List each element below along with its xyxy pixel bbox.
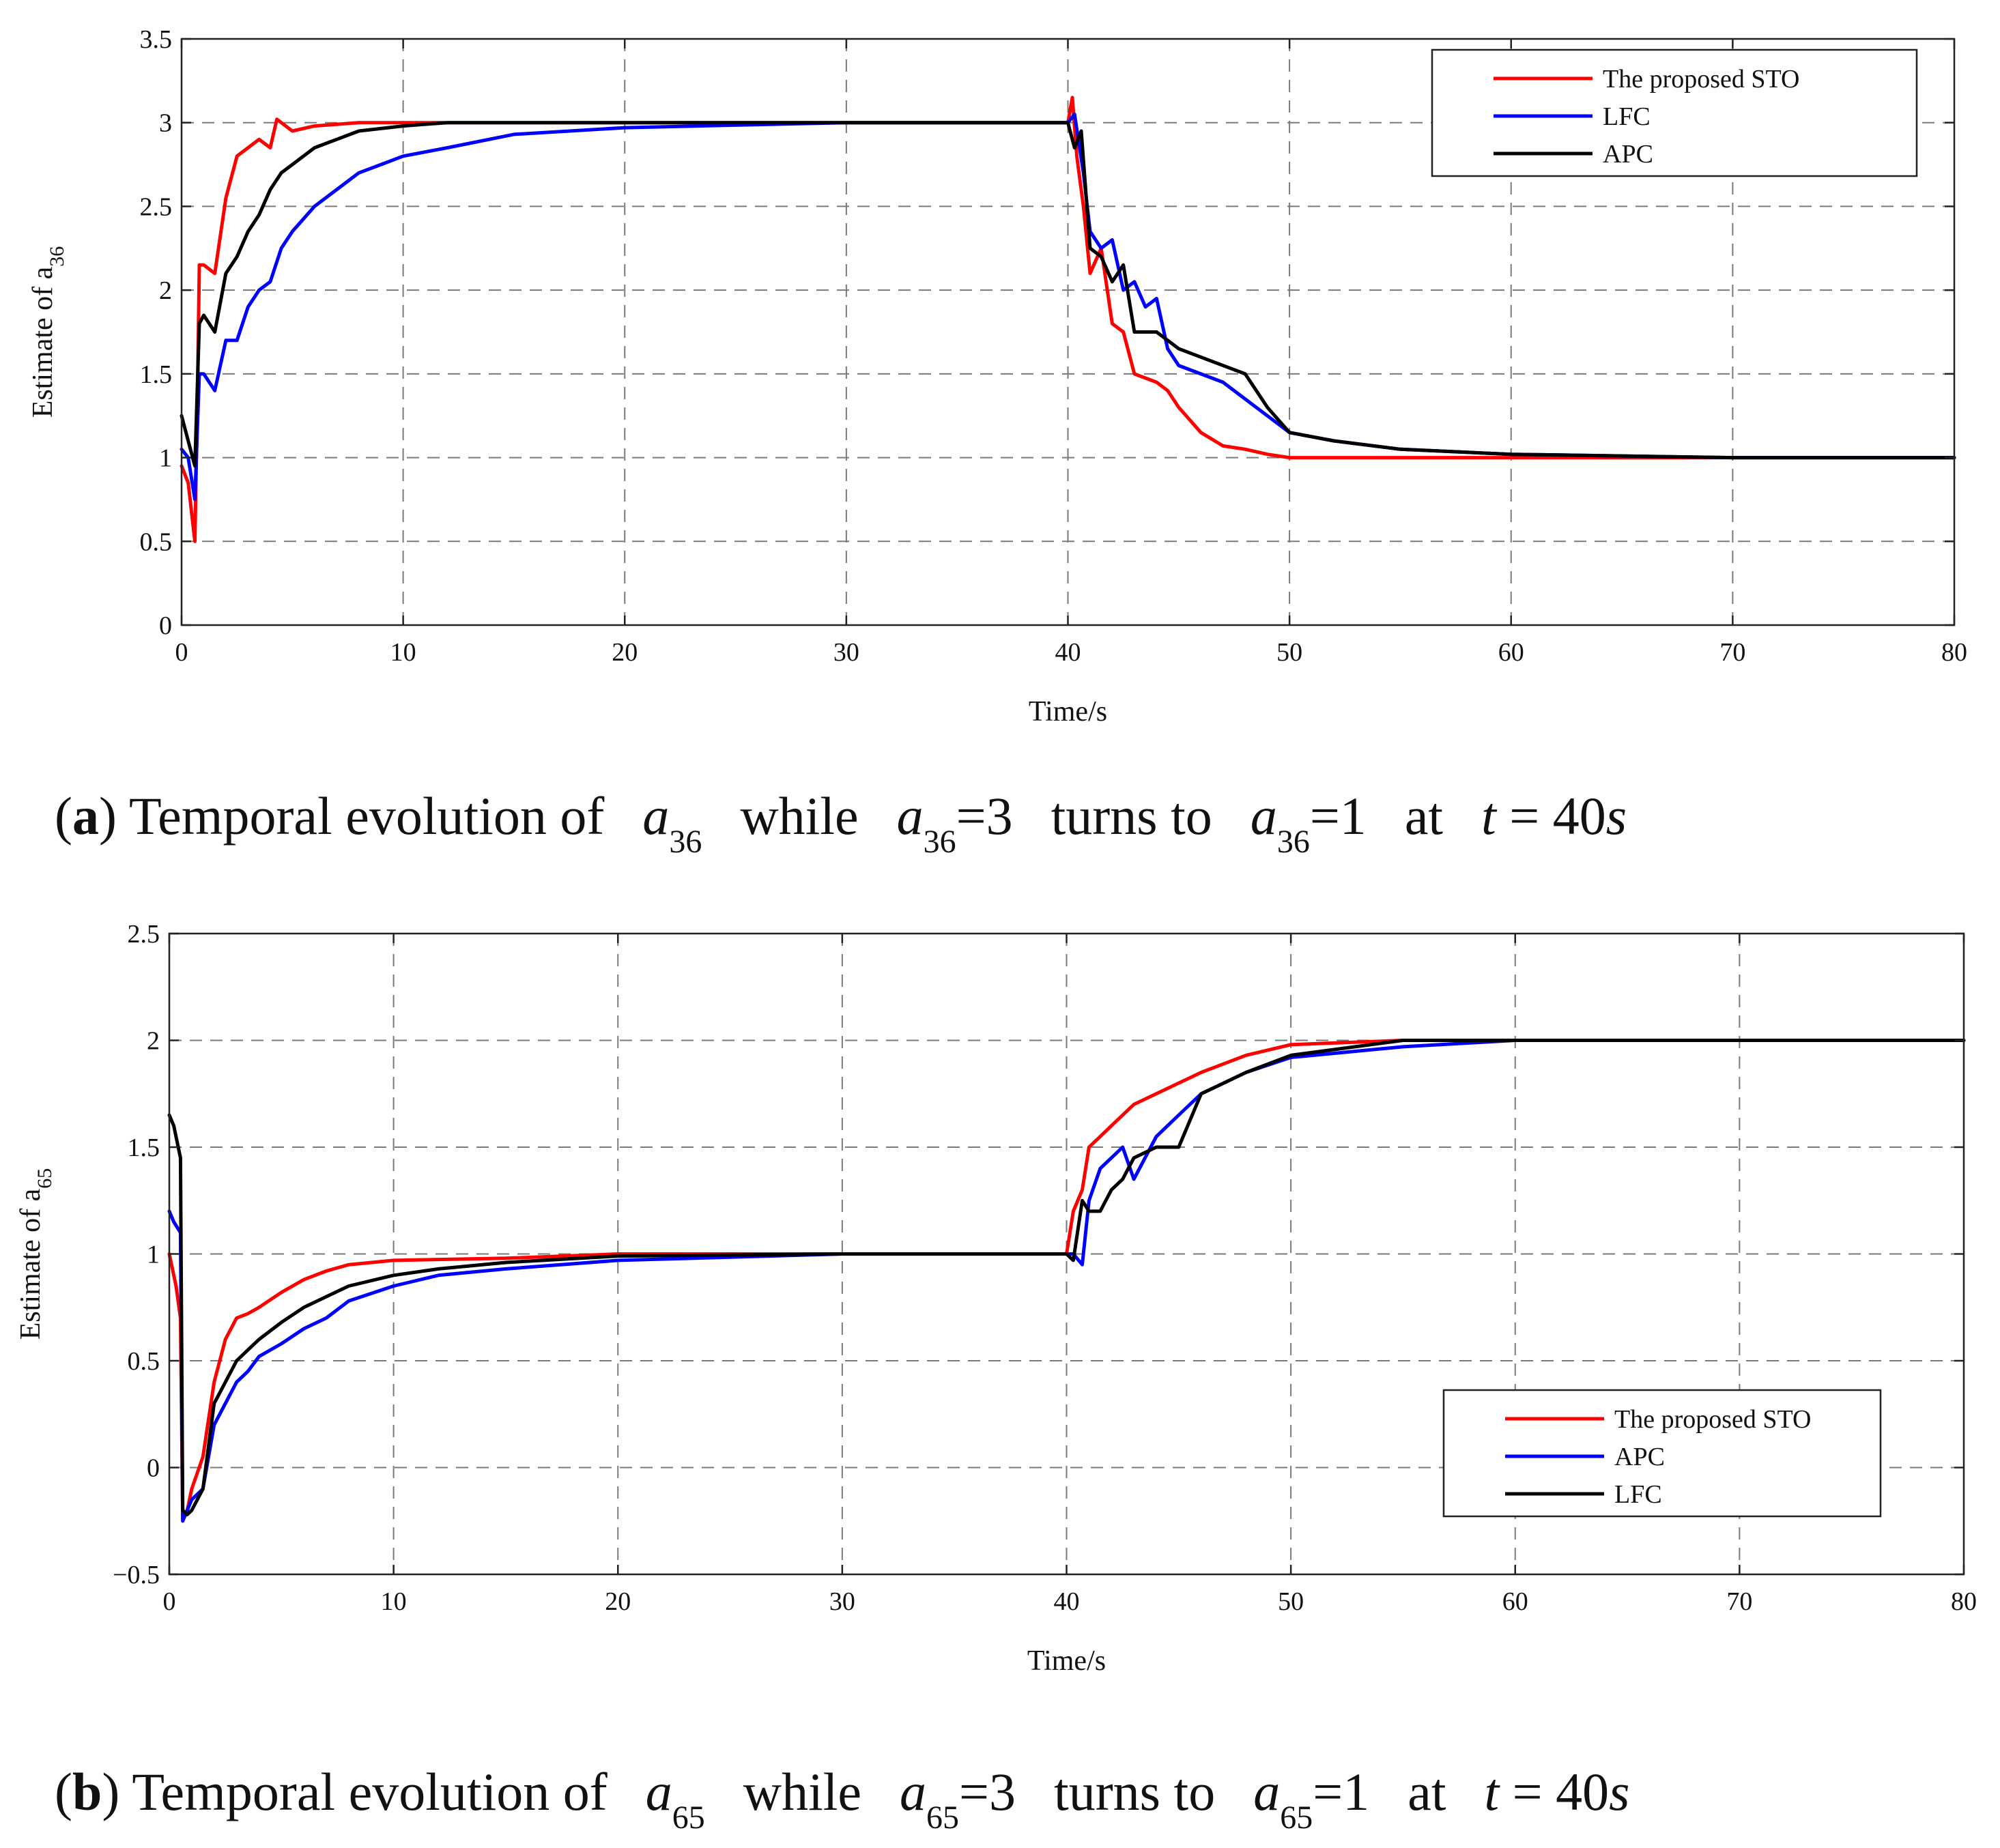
legend-label-lfc: LFC <box>1603 102 1651 131</box>
chart-b-x-label: Time/s <box>1027 1645 1106 1677</box>
caption-b: (b) Temporal evolution of a65 while a65=3 tur… <box>55 1762 1630 1836</box>
y-tick-label: 2 <box>159 276 172 305</box>
x-tick-label: 30 <box>829 1587 855 1616</box>
x-tick-label: 0 <box>175 638 188 667</box>
x-tick-label: 50 <box>1278 1587 1304 1616</box>
legend-label-the-proposed-sto: The proposed STO <box>1614 1405 1812 1434</box>
y-tick-label: 0.5 <box>140 528 173 556</box>
chart-b: 0 10 20 30 40 50 60 70 80 −0.500.511.522.5 Time/… <box>15 920 1977 1677</box>
y-tick-label: 2.5 <box>128 920 160 949</box>
chart-b-x-ticks: 0 10 20 30 40 50 60 70 80 <box>163 934 1977 1616</box>
chart-b-legend: The proposed STO APC LFC <box>1442 1389 1882 1518</box>
y-tick-label: 1.5 <box>128 1134 160 1162</box>
x-tick-label: 80 <box>1941 638 1967 667</box>
chart-b-y-label: Estimate of a65 <box>15 1168 56 1340</box>
chart-b-series <box>167 1039 1966 1523</box>
legend-label-apc: APC <box>1603 140 1653 169</box>
caption-a-text: (a) Temporal evolution of a36 while a36=3 tur… <box>55 786 1627 860</box>
chart-a-series <box>180 96 1956 543</box>
chart-b-y-ticks: −0.5 0 0.5 1 1.5 2 2.5 <box>113 920 1964 1589</box>
chart-a-x-label: Time/s <box>1029 696 1107 727</box>
y-tick-label: 2.5 <box>140 192 173 221</box>
y-tick-label: 1 <box>159 444 172 473</box>
caption-a: (a) Temporal evolution of a36 while a36=3 tur… <box>55 786 1627 860</box>
legend-label-lfc: LFC <box>1614 1480 1662 1509</box>
x-tick-label: 20 <box>605 1587 631 1616</box>
y-tick-label: 1 <box>147 1241 160 1269</box>
y-tick-label: −0.5 <box>113 1561 160 1589</box>
y-tick-label: 0 <box>147 1454 160 1483</box>
x-tick-label: 60 <box>1498 638 1524 667</box>
y-tick-label: 3 <box>159 109 172 138</box>
x-tick-label: 30 <box>833 638 859 667</box>
chart-a: 0 10 20 30 40 50 60 70 80 0 0.5 1 1.5 2 2.5 3 3.5 Time/… <box>27 25 1967 727</box>
x-tick-label: 70 <box>1719 638 1745 667</box>
series-the-proposed-sto-line <box>167 1039 1966 1523</box>
x-tick-label: 10 <box>390 638 416 667</box>
y-tick-label: 3.5 <box>140 25 173 54</box>
x-tick-label: 60 <box>1502 1587 1528 1616</box>
x-tick-label: 50 <box>1276 638 1302 667</box>
chart-a-x-ticks: 0 10 20 30 40 50 60 70 80 <box>175 39 1967 667</box>
chart-a-y-label: Estimate of a36 <box>27 246 68 418</box>
x-tick-label: 0 <box>163 1587 176 1616</box>
x-tick-label: 40 <box>1054 1587 1080 1616</box>
x-tick-label: 10 <box>381 1587 407 1616</box>
legend-label-apc: APC <box>1614 1443 1665 1471</box>
series-lfc-line <box>167 1039 1966 1516</box>
chart-a-y-ticks: 0 0.5 1 1.5 2 2.5 3 3.5 <box>140 25 1954 640</box>
x-tick-label: 40 <box>1055 638 1081 667</box>
chart-a-legend: The proposed STO LFC APC <box>1431 48 1918 177</box>
y-tick-label: 2 <box>147 1027 160 1056</box>
y-tick-label: 0 <box>159 611 172 640</box>
caption-b-text: (b) Temporal evolution of a65 while a65=3 tur… <box>55 1762 1630 1836</box>
y-tick-label: 0.5 <box>128 1347 160 1376</box>
series-apc-line <box>180 121 1956 468</box>
legend-label-the-proposed-sto: The proposed STO <box>1603 65 1800 93</box>
x-tick-label: 70 <box>1726 1587 1752 1616</box>
y-tick-label: 1.5 <box>140 360 173 389</box>
x-tick-label: 20 <box>612 638 638 667</box>
x-tick-label: 80 <box>1951 1587 1977 1616</box>
